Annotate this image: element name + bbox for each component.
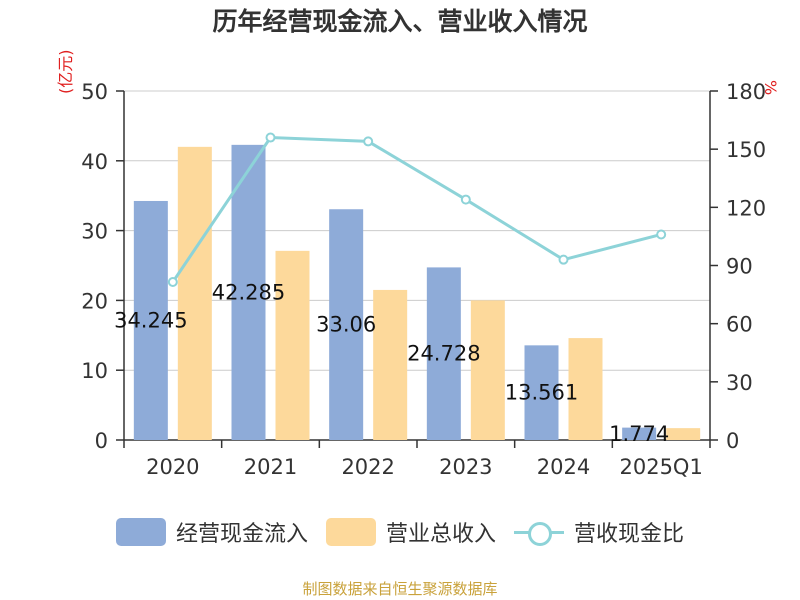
left-tick-label-1: 10 <box>81 359 108 383</box>
right-tick-label-2: 60 <box>726 313 753 337</box>
right-tick-label-1: 30 <box>726 371 753 395</box>
cash-value-label-5: 1.774 <box>609 422 669 446</box>
legend-swatch-cash <box>115 518 166 546</box>
bar-cash-0 <box>133 200 168 440</box>
ratio-point-4 <box>558 254 569 265</box>
bar-cash-2 <box>329 209 364 440</box>
right-tick-label-6: 180 <box>726 80 766 104</box>
legend-item-revenue[interactable]: 营业总收入 <box>325 516 496 548</box>
x-tick-label-5: 2025Q1 <box>619 455 702 479</box>
cash-value-label-4: 13.561 <box>505 381 578 405</box>
bar-cash-4 <box>524 345 559 440</box>
legend-swatch-ratio <box>514 518 564 546</box>
left-tick-label-2: 20 <box>81 289 108 313</box>
x-tick-label-2: 2022 <box>341 455 394 479</box>
right-tick-label-3: 90 <box>726 255 753 279</box>
cash-value-label-1: 42.285 <box>212 280 285 304</box>
x-tick-label-1: 2021 <box>244 455 297 479</box>
chart-title: 历年经营现金流入、营业收入情况 <box>212 7 588 36</box>
bar-revenue-0 <box>177 146 212 440</box>
chart-legend: 经营现金流入 营业总收入 营收现金比 <box>0 516 800 548</box>
legend-item-cash[interactable]: 经营现金流入 <box>115 516 308 548</box>
bar-revenue-2 <box>373 289 408 440</box>
legend-label-cash: 经营现金流入 <box>175 522 308 547</box>
left-tick-label-0: 0 <box>95 429 108 453</box>
bar-cash-5 <box>622 427 657 440</box>
x-tick-label-0: 2020 <box>146 455 199 479</box>
ratio-point-5 <box>656 229 667 240</box>
bar-cash-3 <box>426 267 461 440</box>
cash-value-label-2: 33.06 <box>316 313 376 337</box>
x-tick-label-4: 2024 <box>537 455 590 479</box>
ratio-line <box>171 136 662 283</box>
legend-label-revenue: 营业总收入 <box>385 522 496 547</box>
cash-value-label-3: 24.728 <box>407 342 480 366</box>
bar-revenue-1 <box>275 250 310 440</box>
cash-value-label-0: 34.245 <box>114 308 187 332</box>
bar-revenue-5 <box>666 428 701 440</box>
legend-swatch-revenue <box>325 518 376 546</box>
legend-label-ratio: 营收现金比 <box>574 522 685 547</box>
x-tick-label-3: 2023 <box>439 455 492 479</box>
ratio-point-2 <box>363 136 374 147</box>
ratio-point-1 <box>265 132 276 143</box>
right-tick-label-0: 0 <box>726 429 739 453</box>
bar-revenue-3 <box>470 300 505 440</box>
ratio-point-0 <box>167 276 178 287</box>
bar-revenue-4 <box>568 338 603 440</box>
left-tick-label-4: 40 <box>81 150 108 174</box>
right-tick-label-5: 150 <box>726 138 766 162</box>
ratio-point-3 <box>460 194 471 205</box>
left-tick-label-3: 30 <box>81 220 108 244</box>
data-source-note: 制图数据来自恒生聚源数据库 <box>302 580 498 598</box>
bar-cash-1 <box>231 144 266 440</box>
left-tick-label-5: 50 <box>81 80 108 104</box>
legend-item-ratio[interactable]: 营收现金比 <box>514 516 684 548</box>
right-tick-label-4: 120 <box>726 196 766 220</box>
